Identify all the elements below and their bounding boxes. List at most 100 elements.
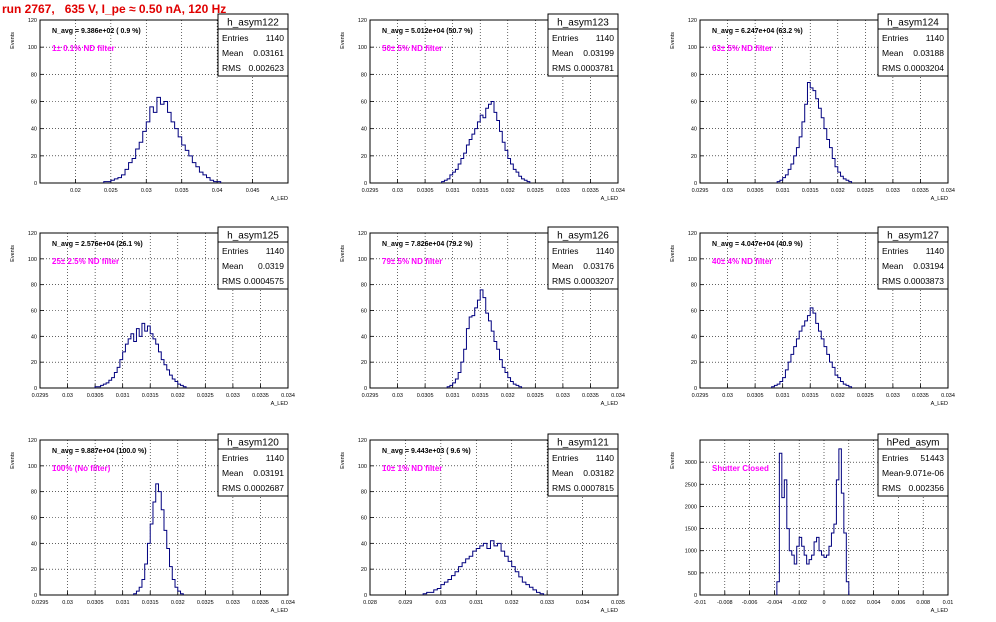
x-axis-title: A_LED [271, 401, 288, 407]
y-tick-label: 0 [364, 593, 367, 599]
x-tick-label: -0.008 [717, 600, 733, 606]
y-tick-label: 80 [31, 72, 37, 78]
stats-label-rms: RMS [222, 276, 241, 286]
x-tick-label: 0.0325 [527, 393, 544, 399]
y-tick-label: 80 [361, 490, 367, 496]
x-tick-label: 0.032 [505, 600, 519, 606]
histogram-line [133, 483, 184, 595]
stats-label-rms: RMS [882, 483, 901, 493]
y-tick-label: 40 [691, 127, 697, 133]
x-tick-label: 0.032 [171, 393, 185, 399]
navg-label: N_avg = 9.386e+02 ( 0.9 %) [52, 28, 141, 35]
stats-value-rms: 0.0003873 [904, 276, 944, 286]
x-tick-label: 0.031 [116, 600, 130, 606]
y-tick-label: 40 [31, 541, 37, 547]
y-tick-label: 80 [31, 283, 37, 289]
x-tick-label: 0.0325 [857, 393, 874, 399]
stats-box [877, 433, 949, 497]
stats-title: h_asym127 [887, 231, 939, 242]
x-tick-label: 0.0305 [417, 393, 434, 399]
x-tick-label: 0.032 [501, 188, 515, 194]
x-tick-label: 0.033 [886, 393, 900, 399]
stats-box [217, 433, 289, 497]
y-tick-label: 20 [361, 567, 367, 573]
x-tick-label: 0.034 [576, 600, 590, 606]
x-axis-title: A_LED [931, 196, 948, 202]
y-tick-label: 80 [31, 490, 37, 496]
stats-value-entries: 1140 [266, 453, 285, 463]
filter-annotation: 79± 5% ND filter [382, 257, 442, 266]
x-tick-label: 0.031 [469, 600, 483, 606]
stats-box [547, 433, 619, 497]
stats-value-entries: 1140 [596, 246, 615, 256]
y-tick-label: 20 [31, 360, 37, 366]
x-tick-label: 0.029 [399, 600, 413, 606]
x-tick-label: 0.0305 [87, 600, 104, 606]
x-tick-label: 0.0315 [142, 600, 159, 606]
y-tick-label: 40 [31, 127, 37, 133]
filter-annotation: 100% (No filter) [52, 464, 111, 473]
stats-label-entries: Entries [882, 246, 908, 256]
x-tick-label: 0.0335 [582, 188, 599, 194]
stats-value-mean: 0.03191 [253, 468, 284, 478]
stats-label-rms: RMS [882, 276, 901, 286]
stats-label-entries: Entries [222, 33, 248, 43]
stats-label-mean: Mean [222, 48, 244, 58]
x-tick-label: 0.033 [556, 393, 570, 399]
x-axis-title: A_LED [601, 608, 618, 614]
stats-value-entries: 1140 [926, 33, 945, 43]
y-tick-label: 1000 [685, 549, 697, 555]
stats-value-rms: 0.0003781 [574, 63, 614, 73]
x-tick-label: 0.034 [281, 600, 295, 606]
x-tick-label: 0.031 [446, 393, 460, 399]
x-tick-label: 0.033 [226, 600, 240, 606]
histogram-line [776, 81, 853, 183]
stats-label-entries: Entries [552, 33, 578, 43]
x-tick-label: 0.03 [62, 600, 73, 606]
x-tick-label: 0.002 [842, 600, 856, 606]
y-tick-label: 60 [361, 516, 367, 522]
filter-annotation: 40± 4% ND filter [712, 257, 772, 266]
x-tick-label: 0.004 [867, 600, 881, 606]
x-tick-label: 0.03 [392, 393, 403, 399]
y-tick-label: 40 [361, 334, 367, 340]
x-tick-label: -0.002 [791, 600, 807, 606]
x-tick-label: 0.035 [611, 600, 625, 606]
y-axis-title: Events [670, 452, 676, 469]
x-tick-label: 0.0315 [802, 188, 819, 194]
y-axis-title: Events [670, 245, 676, 262]
y-tick-label: 40 [361, 541, 367, 547]
y-tick-label: 100 [358, 45, 367, 51]
x-tick-label: 0.02 [70, 188, 81, 194]
y-tick-label: 60 [31, 309, 37, 315]
navg-label: N_avg = 7.826e+04 (79.2 %) [382, 241, 473, 248]
x-tick-label: 0.0325 [197, 393, 214, 399]
x-axis-title: A_LED [601, 401, 618, 407]
y-tick-label: 60 [31, 100, 37, 106]
stats-title: hPed_asym [887, 438, 940, 449]
x-tick-label: 0.0325 [527, 188, 544, 194]
y-tick-label: 80 [691, 72, 697, 78]
y-tick-label: 120 [358, 438, 367, 444]
x-tick-label: 0.025 [104, 188, 118, 194]
x-tick-label: 0.008 [916, 600, 930, 606]
filter-annotation: 63± 5% ND filter [712, 44, 772, 53]
navg-label: N_avg = 6.247e+04 (63.2 %) [712, 28, 803, 35]
y-tick-label: 20 [691, 360, 697, 366]
y-tick-label: 120 [28, 18, 37, 24]
stats-title: h_asym125 [227, 231, 279, 242]
x-tick-label: 0.0295 [692, 188, 709, 194]
navg-label: N_avg = 9.443e+03 ( 9.6 %) [382, 448, 471, 455]
x-tick-label: 0.01 [943, 600, 954, 606]
stats-box [547, 226, 619, 290]
x-tick-label: 0.0295 [692, 393, 709, 399]
stats-box [877, 226, 949, 290]
x-tick-label: 0.03 [435, 600, 446, 606]
x-tick-label: 0.034 [611, 188, 625, 194]
y-axis-title: Events [10, 32, 16, 49]
x-axis-title: A_LED [931, 608, 948, 614]
stats-label-mean: Mean [222, 468, 244, 478]
stats-value-mean: 0.03161 [253, 48, 284, 58]
histogram-panel-h_asym120: 0.0295 0.03 0.0305 0.031 0.0315 0.032 0.0325 0.… [10, 433, 295, 614]
